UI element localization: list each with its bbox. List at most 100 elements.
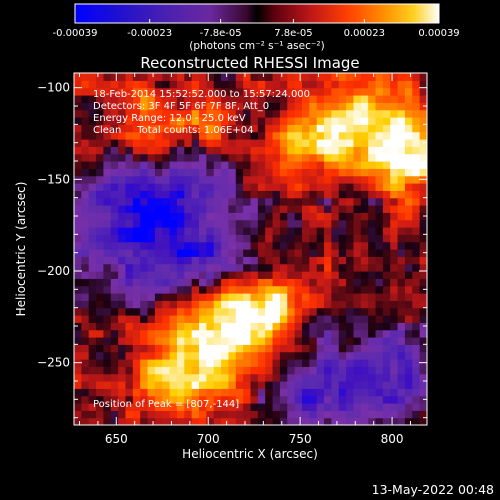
heatmap-cell [382, 322, 391, 331]
heatmap-cell [287, 87, 296, 96]
heatmap-cell [88, 263, 97, 272]
heatmap-cell [404, 351, 413, 360]
heatmap-cell [250, 241, 259, 250]
heatmap-cell [110, 161, 119, 169]
heatmap-cell [118, 271, 127, 279]
heatmap-cell [110, 322, 119, 331]
heatmap-cell [382, 131, 391, 140]
heatmap-cell [154, 183, 163, 191]
heatmap-cell [243, 366, 252, 375]
heatmap-cell [419, 87, 427, 96]
heatmap-cell [96, 161, 105, 169]
heatmap-cell [346, 190, 355, 199]
heatmap-cell [309, 285, 318, 294]
heatmap-cell [390, 359, 399, 367]
heatmap-cell [221, 403, 230, 411]
heatmap-cell [235, 139, 244, 147]
heatmap-cell [132, 87, 141, 96]
heatmap-cell [279, 263, 288, 272]
heatmap-cell [301, 410, 310, 419]
heatmap-cell [184, 329, 193, 338]
heatmap-cell [419, 205, 427, 213]
heatmap-cell [265, 373, 274, 382]
heatmap-cell [316, 344, 325, 353]
heatmap-cell [419, 124, 427, 133]
heatmap-cell [243, 117, 252, 125]
heatmap-cell [309, 80, 318, 89]
heatmap-cell [228, 197, 237, 206]
heatmap-cell [140, 366, 149, 375]
heatmap-cell [74, 73, 82, 81]
heatmap-cell [243, 227, 252, 235]
heatmap-cell [96, 373, 105, 382]
heatmap-cell [368, 403, 377, 411]
heatmap-cell [243, 381, 252, 389]
heatmap-cell [316, 293, 325, 301]
heatmap-cell [390, 388, 399, 397]
heatmap-cell [294, 124, 303, 133]
heatmap-cell [250, 197, 259, 206]
heatmap-cell [272, 278, 281, 287]
heatmap-cell [265, 131, 274, 140]
heatmap-cell [346, 366, 355, 375]
heatmap-cell [213, 212, 222, 221]
footer-timestamp: 13-May-2022 00:48 [372, 482, 494, 497]
heatmap-cell [382, 241, 391, 250]
heatmap-cell [390, 234, 399, 243]
heatmap-cell [235, 373, 244, 382]
heatmap-cell [404, 139, 413, 147]
heatmap-cell [221, 373, 230, 382]
heatmap-cell [228, 212, 237, 221]
heatmap-cell [154, 395, 163, 404]
heatmap-cell [118, 139, 127, 147]
heatmap-cell [294, 80, 303, 89]
heatmap-cell [88, 366, 97, 375]
heatmap-cell [331, 241, 340, 250]
heatmap-cell [338, 87, 347, 96]
heatmap-cell [294, 300, 303, 309]
heatmap-cell [331, 256, 340, 265]
heatmap-cell [301, 73, 310, 81]
heatmap-cell [213, 175, 222, 184]
heatmap-cell [118, 219, 127, 228]
heatmap-cell [265, 168, 274, 177]
heatmap-cell [272, 219, 281, 228]
heatmap-cell [338, 337, 347, 345]
heatmap-cell [132, 410, 141, 419]
heatmap-cell [346, 131, 355, 140]
heatmap-cell [206, 403, 215, 411]
heatmap-cell [360, 293, 369, 301]
heatmap-cell [118, 381, 127, 389]
heatmap-cell [390, 315, 399, 323]
heatmap-cell [162, 263, 171, 272]
heatmap-cell [250, 153, 259, 162]
heatmap-cell [272, 87, 281, 96]
heatmap-cell [265, 102, 274, 111]
heatmap-cell [140, 197, 149, 206]
y-tick-label: −200 [37, 264, 70, 278]
heatmap-cell [397, 146, 406, 155]
heatmap-cell [404, 117, 413, 125]
heatmap-cell [191, 381, 200, 389]
heatmap-cell [265, 109, 274, 118]
heatmap-cell [404, 315, 413, 323]
heatmap-cell [235, 337, 244, 345]
heatmap-cell [346, 161, 355, 169]
heatmap-cell [199, 175, 207, 184]
heatmap-cell [265, 329, 274, 338]
heatmap-cell [184, 80, 193, 89]
heatmap-cell [184, 381, 193, 389]
heatmap-cell [368, 388, 377, 397]
heatmap-cell [279, 197, 288, 206]
heatmap-cell [279, 381, 288, 389]
heatmap-cell [279, 139, 288, 147]
heatmap-cell [243, 212, 252, 221]
heatmap-cell [324, 278, 332, 287]
heatmap-cell [301, 205, 310, 213]
heatmap-cell [221, 293, 230, 301]
heatmap-cell [132, 117, 141, 125]
heatmap-cell [228, 315, 237, 323]
heatmap-cell [324, 95, 332, 103]
heatmap-cell [81, 227, 90, 235]
heatmap-cell [228, 219, 237, 228]
